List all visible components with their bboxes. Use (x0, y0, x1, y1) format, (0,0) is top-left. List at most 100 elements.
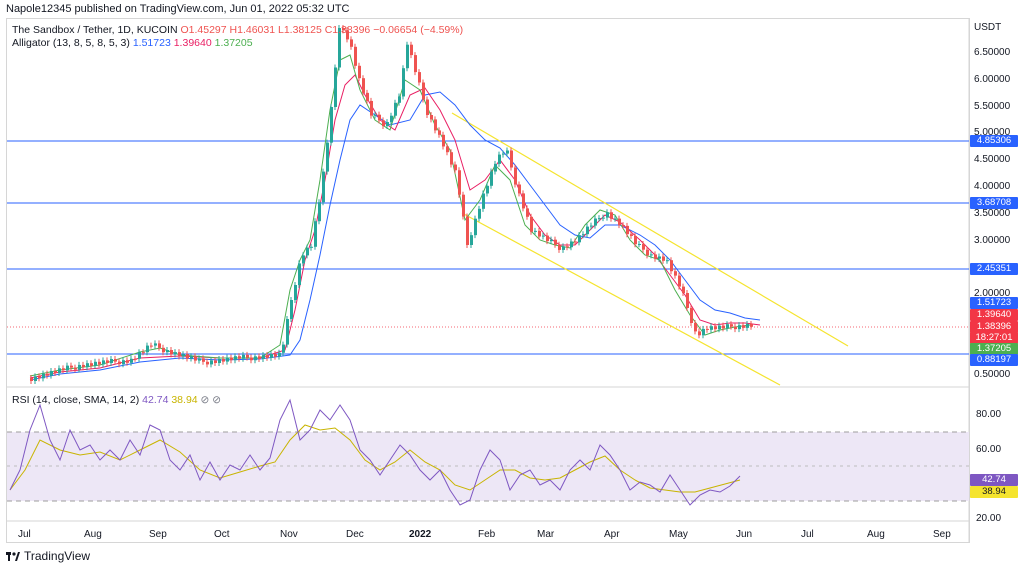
candle-body (478, 208, 481, 219)
candle-body (566, 246, 569, 248)
rsi-legend[interactable]: RSI (14, close, SMA, 14, 2) 42.74 38.94 … (12, 394, 221, 406)
channel-upper-line[interactable] (451, 112, 849, 347)
alligator-legend[interactable]: Alligator (13, 8, 5, 8, 5, 3) 1.51723 1.… (12, 37, 253, 49)
countdown-tag: 18:27:01 (970, 332, 1018, 344)
price-label: 3.50000 (974, 208, 1011, 219)
rsi-sma-line (9, 424, 741, 493)
candle-body (642, 244, 645, 250)
candle-body (718, 325, 721, 330)
candle-body (222, 359, 225, 362)
candle-body (306, 247, 309, 256)
settings-icon[interactable]: ⊘ (212, 394, 222, 406)
rsi-sma-value: 38.94 (171, 394, 198, 406)
candle-body (482, 193, 485, 209)
rsi-value-tag: 42.74 (970, 474, 1018, 486)
candle-body (326, 142, 329, 172)
candle-body (446, 146, 449, 153)
candle-body (542, 235, 545, 237)
candle-body (702, 328, 705, 336)
candle-body (402, 68, 405, 97)
candle-body (178, 352, 181, 357)
candle-body (78, 364, 81, 370)
time-label-year: 2022 (409, 529, 432, 540)
rsi-line (9, 398, 741, 506)
candle-body (538, 230, 541, 237)
time-label: Jul (801, 529, 814, 540)
price-tag: 0.88197 (970, 354, 1018, 366)
alligator-name: Alligator (13, 8, 5, 8, 5, 3) (12, 37, 130, 49)
candle-body (494, 163, 497, 172)
candle-body (118, 361, 121, 365)
candle-body (406, 44, 409, 69)
tradingview-brand[interactable]: TradingView (6, 549, 90, 563)
candle-body (58, 368, 61, 373)
candle-body (558, 244, 561, 250)
candle-body (422, 82, 425, 100)
candle-body (634, 235, 637, 245)
candle-body (146, 345, 149, 353)
candle-body (606, 212, 609, 218)
candle-body (318, 202, 321, 222)
rsi-name: RSI (14, close, SMA, 14, 2) (12, 394, 140, 406)
symbol-name: The Sandbox / Tether, 1D, KUCOIN (12, 24, 178, 36)
candle-body (502, 153, 505, 155)
candle-body (162, 347, 165, 353)
candle-body (226, 357, 229, 362)
candle-body (666, 260, 669, 262)
candle-body (38, 376, 41, 379)
price-label: 4.50000 (974, 154, 1011, 165)
candle-body (250, 357, 253, 361)
candle-body (598, 218, 601, 220)
candle-body (534, 230, 537, 232)
alligator-teeth-line (29, 74, 761, 379)
candle-body (298, 263, 301, 285)
time-label: Apr (604, 529, 620, 540)
time-label: Feb (478, 529, 496, 540)
candle-body (142, 352, 145, 354)
symbol-legend[interactable]: The Sandbox / Tether, 1D, KUCOIN O1.4529… (12, 24, 463, 36)
candle-body (618, 218, 621, 226)
candle-body (386, 122, 389, 126)
candle-body (166, 350, 169, 353)
candle-body (522, 193, 525, 209)
candle-body (498, 154, 501, 164)
candle-body (730, 324, 733, 327)
candle-body (302, 255, 305, 264)
candle-body (102, 360, 105, 365)
candle-body (418, 72, 421, 83)
candle-body (258, 356, 261, 360)
candle-body (314, 221, 317, 247)
hide-icon[interactable]: ⊘ (200, 394, 210, 406)
tradingview-name: TradingView (24, 549, 91, 563)
candle-body (234, 356, 237, 361)
candle-body (438, 130, 441, 135)
candle-body (414, 55, 417, 73)
candle-body (614, 218, 617, 220)
candle-body (562, 246, 565, 250)
tradingview-logo-icon (6, 551, 20, 561)
candle-body (294, 285, 297, 300)
candle-body (602, 217, 605, 219)
candle-body (262, 355, 265, 360)
candle-body (714, 326, 717, 330)
candle-body (362, 78, 365, 93)
candle-body (470, 235, 473, 245)
candle-body (430, 115, 433, 120)
candle-body (182, 354, 185, 357)
channel-lower-line[interactable] (461, 212, 781, 386)
candle-body (710, 326, 713, 330)
time-label: Sep (149, 529, 167, 540)
time-label: Dec (346, 529, 364, 540)
candle-body (94, 361, 97, 366)
candle-body (578, 235, 581, 243)
candle-body (54, 371, 57, 373)
price-axis-currency: USDT (974, 22, 1002, 33)
candle-body (630, 234, 633, 236)
candle-body (30, 378, 33, 381)
legend-high: H1.46031 (229, 24, 276, 36)
candle-body (658, 256, 661, 259)
candle-body (374, 114, 377, 116)
rsi-axis-label: 60.00 (976, 444, 1002, 455)
candle-body (486, 185, 489, 194)
